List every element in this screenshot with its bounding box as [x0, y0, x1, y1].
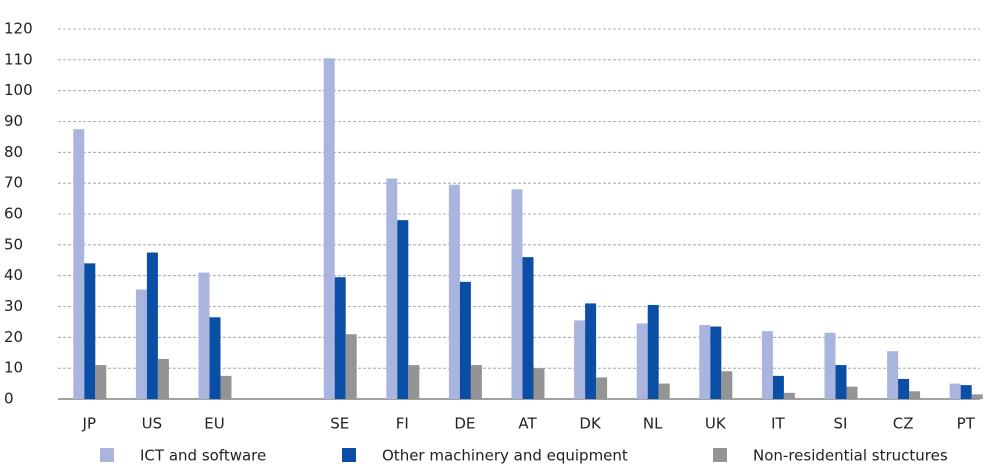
y-tick-label: 90: [4, 112, 23, 130]
bar: [220, 375, 232, 399]
bar: [334, 277, 346, 399]
y-tick-label: 120: [4, 20, 33, 38]
bar: [710, 326, 722, 399]
x-tick-label: SI: [834, 415, 848, 433]
x-tick-label: SE: [330, 415, 349, 433]
bar: [511, 189, 523, 399]
bar: [909, 391, 921, 399]
bar: [209, 317, 221, 399]
x-tick-label: FI: [396, 415, 409, 433]
bar: [949, 383, 961, 399]
bar: [198, 272, 210, 399]
y-tick-label: 80: [4, 143, 23, 161]
bar: [971, 394, 983, 399]
x-tick-label: CZ: [893, 415, 914, 433]
bar: [95, 365, 107, 399]
bar: [846, 386, 858, 399]
x-tick-label: NL: [643, 415, 663, 433]
bar: [146, 252, 158, 399]
bar: [658, 383, 670, 399]
y-tick-label: 60: [4, 205, 23, 223]
y-tick-label: 10: [4, 359, 23, 377]
bar: [533, 368, 545, 399]
legend-swatch: [342, 448, 356, 462]
bar: [459, 281, 471, 399]
bar: [470, 365, 482, 399]
x-tick-label: JP: [82, 415, 96, 433]
x-tick-label: DK: [579, 415, 602, 433]
bar: [835, 365, 847, 399]
x-tick-label: AT: [518, 415, 537, 433]
x-tick-label: UK: [705, 415, 727, 433]
bar: [699, 325, 711, 399]
bar: [448, 184, 460, 399]
y-tick-label: 40: [4, 266, 23, 284]
bar: [397, 220, 409, 399]
bar: [345, 334, 357, 399]
bar: [824, 332, 836, 399]
legend-label: Non-residential structures: [753, 447, 948, 465]
y-tick-label: 50: [4, 235, 23, 253]
bar: [721, 371, 733, 399]
bar: [157, 358, 169, 399]
bar: [585, 303, 597, 399]
bar: [783, 392, 795, 399]
y-tick-label: 70: [4, 174, 23, 192]
bar: [761, 331, 773, 399]
legend-swatch: [713, 448, 727, 462]
y-tick-label: 30: [4, 297, 23, 315]
y-tick-label: 110: [4, 50, 33, 68]
bar: [772, 375, 784, 399]
legend-swatch: [100, 448, 114, 462]
y-tick-label: 100: [4, 81, 33, 99]
bar: [323, 58, 335, 400]
bar: [84, 263, 96, 399]
bar: [522, 257, 534, 399]
bar: [135, 289, 147, 399]
bar: [408, 365, 420, 399]
bar: [960, 385, 972, 399]
x-tick-label: IT: [771, 415, 785, 433]
bar: [386, 178, 398, 399]
legend-label: ICT and software: [140, 447, 266, 465]
y-tick-label: 20: [4, 328, 23, 346]
x-tick-label: EU: [204, 415, 224, 433]
bar: [596, 377, 608, 399]
x-tick-label: US: [142, 415, 163, 433]
bar: [647, 304, 659, 399]
x-tick-label: DE: [454, 415, 475, 433]
bar: [574, 320, 586, 399]
bar: [636, 323, 648, 399]
x-tick-label: PT: [957, 415, 976, 433]
bar: [73, 129, 85, 400]
y-tick-label: 0: [4, 390, 14, 408]
bar: [887, 351, 899, 399]
legend-label: Other machinery and equipment: [382, 447, 628, 465]
bar: [898, 378, 910, 399]
